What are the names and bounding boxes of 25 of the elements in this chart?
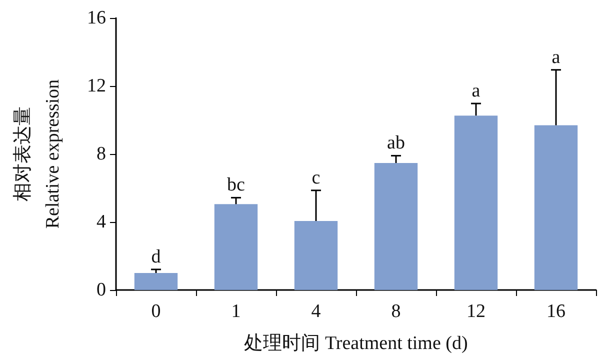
annotation: c (312, 167, 320, 188)
x-axis-title: 处理时间 Treatment time (d) (244, 333, 468, 354)
annotation: d (151, 246, 162, 268)
y-tick-label: 4 (96, 212, 106, 232)
y-tick-label: 0 (96, 280, 106, 300)
x-tick-label: 16 (546, 301, 566, 322)
y-tick-label: 12 (87, 76, 106, 96)
annotation: ab (387, 132, 405, 154)
bar (134, 273, 178, 290)
x-tick-label: 1 (231, 301, 241, 322)
bar (214, 204, 258, 290)
x-tick-label: 0 (151, 301, 161, 322)
y-tick-label: 16 (87, 8, 106, 28)
x-tick-label: 12 (466, 301, 486, 322)
x-tick-label: 8 (391, 301, 401, 322)
y-tick-label: 8 (96, 144, 106, 164)
bar (454, 116, 498, 290)
bar (374, 163, 418, 290)
annotation: a (472, 80, 481, 102)
annotation: a (552, 46, 561, 68)
bar (534, 125, 578, 290)
bar (294, 220, 338, 290)
x-tick-label: 4 (311, 301, 322, 322)
annotation: bc (227, 174, 245, 196)
y-axis-title: 相对表达量 Relative expression (12, 78, 64, 229)
